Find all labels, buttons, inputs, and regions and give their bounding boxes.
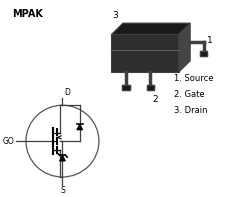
Text: 2: 2: [152, 95, 157, 104]
Text: 1. Source: 1. Source: [174, 74, 213, 83]
Text: 3: 3: [112, 11, 118, 20]
Text: D: D: [64, 88, 70, 97]
Polygon shape: [111, 34, 178, 72]
Polygon shape: [199, 51, 207, 56]
Polygon shape: [122, 85, 130, 90]
Polygon shape: [111, 23, 189, 34]
Text: S: S: [60, 186, 65, 195]
Text: 2. Gate: 2. Gate: [174, 90, 204, 99]
Polygon shape: [76, 124, 82, 130]
Polygon shape: [146, 85, 154, 90]
Text: 3. Drain: 3. Drain: [174, 106, 207, 115]
Polygon shape: [178, 23, 189, 72]
Text: GO: GO: [3, 137, 14, 146]
Polygon shape: [59, 155, 65, 161]
Text: MPAK: MPAK: [12, 9, 43, 19]
Text: 1: 1: [206, 36, 211, 45]
